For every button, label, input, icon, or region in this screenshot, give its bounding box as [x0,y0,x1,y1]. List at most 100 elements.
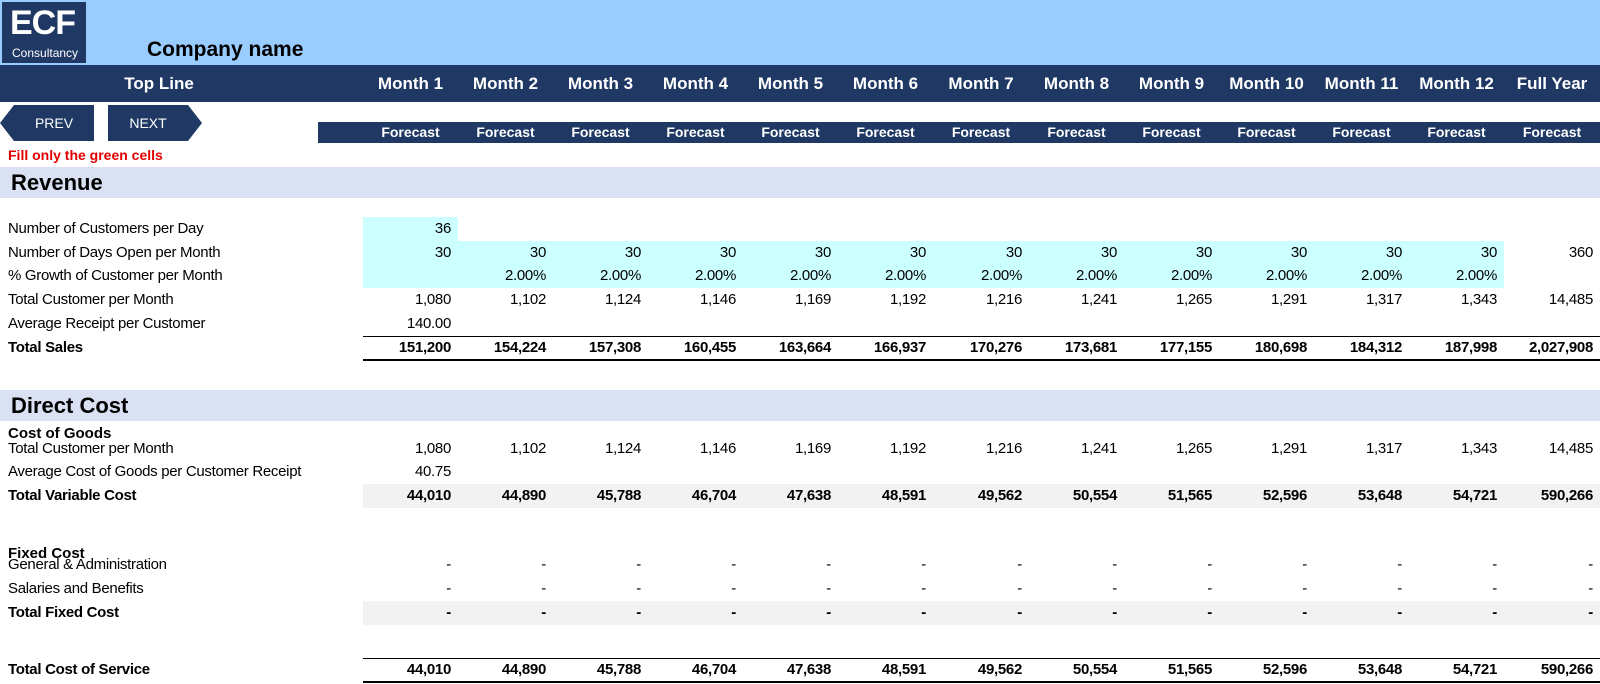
value-cell [553,217,648,241]
value-cell [743,312,838,336]
value-cell: 1,192 [889,291,926,308]
value-cell: 173,681 [1064,339,1117,356]
value-cell: 52,596 [1262,487,1307,504]
value-cell: - [1397,556,1402,573]
value-cell: - [636,604,641,621]
value-cell [1409,217,1504,241]
value-cell: - [1588,580,1593,597]
forecast-row: Forecast Forecast Forecast Forecast Forecast… [318,120,1600,143]
value-cell: 54,721 [1452,661,1497,678]
value-cell: 1,192 [889,440,926,457]
value-cell: 1,102 [509,440,546,457]
month-header: Month 10 [1229,74,1304,93]
value-cell [648,460,743,484]
month-header: Month 1 [377,74,444,93]
value-cell: 1,124 [604,291,641,308]
input-cell[interactable]: 2.00% [1124,264,1219,288]
company-name[interactable]: Company name [147,38,304,61]
value-cell: 51,565 [1167,661,1212,678]
input-cell[interactable]: 2.00% [648,264,743,288]
input-cell[interactable]: 30 [933,241,1029,265]
forecast-label: Forecast [1142,124,1201,140]
forecast-label: Forecast [761,124,820,140]
value-cell: 44,010 [406,661,451,678]
value-cell [1029,217,1124,241]
value-cell: 48,591 [881,487,926,504]
value-cell: 46,704 [691,487,736,504]
value-cell: - [826,580,831,597]
value-cell [743,460,838,484]
input-cell[interactable]: 30 [363,241,458,265]
value-cell [648,312,743,336]
month-header: Month 7 [948,74,1014,93]
input-cell[interactable]: 30 [743,241,838,265]
value-cell: 2,027,908 [1528,339,1593,356]
input-cell[interactable]: 2.00% [1029,264,1124,288]
value-cell: 1,291 [1270,440,1307,457]
value-cell: 1,169 [794,440,831,457]
value-cell: - [921,604,926,621]
header-row: Top Line Month 1 Month 2 Month 3 Month 4 Mon… [0,65,1600,102]
value-cell [458,312,553,336]
direct-cost-title: Direct Cost [11,393,129,418]
row-label: % Growth of Customer per Month [8,267,223,284]
input-cell[interactable]: 2.00% [1314,264,1409,288]
row-label: Total Customer per Month [8,440,174,457]
input-cell[interactable]: 30 [458,241,553,265]
value-cell: - [1017,604,1022,621]
input-cell[interactable]: 2.00% [743,264,838,288]
value-cell: - [1017,580,1022,597]
next-button[interactable]: NEXT [108,105,202,141]
prev-button[interactable]: PREV [0,105,94,141]
month-header: Full Year [1516,74,1588,93]
input-cell[interactable]: 2.00% [553,264,648,288]
input-cell[interactable]: 30 [553,241,648,265]
input-cell[interactable] [363,264,458,288]
input-cell[interactable]: 30 [648,241,743,265]
value-cell [743,217,838,241]
value-cell: - [1302,556,1307,573]
value-cell: - [541,580,546,597]
value-cell: 590,266 [1540,487,1593,504]
input-cell[interactable]: 30 [1219,241,1314,265]
value-cell: - [1112,556,1117,573]
input-cell[interactable]: 36 [363,217,458,241]
month-header: Month 6 [852,74,919,93]
value-cell [648,217,743,241]
value-cell [838,312,933,336]
value-cell [1504,312,1600,336]
value-cell: 590,266 [1540,661,1593,678]
input-cell[interactable]: 30 [1029,241,1124,265]
value-cell [553,312,648,336]
value-cell: 184,312 [1349,339,1402,356]
month-header: Month 5 [757,74,824,93]
input-cell[interactable]: 30 [1314,241,1409,265]
input-cell[interactable]: 2.00% [458,264,553,288]
value-cell: 47,638 [786,661,831,678]
table-row: Average Receipt per Customer 140.00 [0,312,1600,336]
input-cell[interactable]: 2.00% [933,264,1029,288]
ecf-logo: ECF Consultancy [2,2,86,63]
value-cell: 54,721 [1452,487,1497,504]
value-cell: 40.75 [414,463,451,480]
input-cell[interactable]: 30 [1409,241,1504,265]
input-cell[interactable]: 30 [838,241,933,265]
value-cell [933,312,1029,336]
input-cell[interactable]: 2.00% [838,264,933,288]
input-cell[interactable]: 2.00% [1219,264,1314,288]
value-cell: 1,265 [1175,291,1212,308]
value-cell: 46,704 [691,661,736,678]
row-label: Total Sales [8,339,83,356]
row-label: Total Customer per Month [8,291,174,308]
input-cell[interactable]: 2.00% [1409,264,1504,288]
logo-subtext: Consultancy [12,46,79,60]
table-row: Number of Days Open per Month 30 30 30 30 30 3… [0,241,1600,265]
table-row: Number of Customers per Day 36 [0,217,1600,241]
value-cell: - [1302,604,1307,621]
fixed-cost-title: Fixed Cost [8,545,85,562]
table-row: Total Customer per Month 1,080 1,102 1,124 1… [0,288,1600,312]
input-cell[interactable]: 30 [1124,241,1219,265]
fill-instruction: Fill only the green cells [8,147,163,163]
month-header: Month 4 [662,74,729,93]
nav-area: PREV NEXT [0,102,318,143]
